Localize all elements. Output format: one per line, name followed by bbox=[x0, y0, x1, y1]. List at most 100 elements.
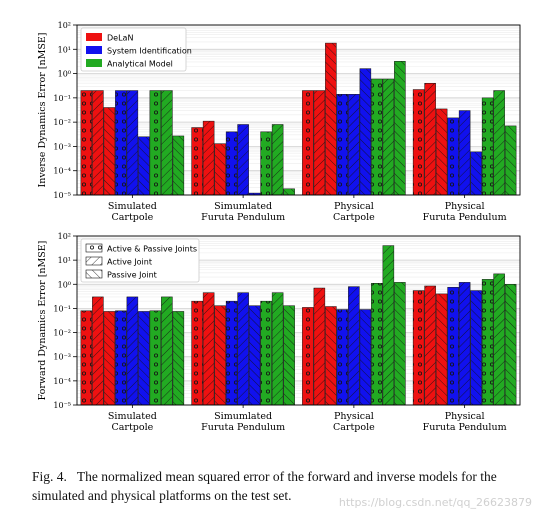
legend-label: Passive Joint bbox=[107, 271, 157, 280]
bar-hatch bbox=[214, 305, 226, 406]
bar-hatch bbox=[359, 68, 372, 196]
bar-hatch bbox=[493, 273, 505, 406]
bar-hatch bbox=[237, 124, 249, 196]
category-label: Cartpole bbox=[111, 212, 153, 223]
watermark-text: https://blog.csdn.net/qq_26623879 bbox=[338, 496, 532, 509]
bar-hatch bbox=[371, 283, 383, 406]
bar-hatch bbox=[394, 61, 406, 196]
bar-hatch bbox=[260, 300, 272, 406]
y-tick-label: 10¹ bbox=[58, 45, 71, 54]
category-label: Furuta Pendulum bbox=[201, 212, 285, 223]
bar-hatch bbox=[103, 107, 116, 196]
bar-hatch bbox=[283, 188, 295, 196]
y-tick-label: 10¹ bbox=[58, 256, 71, 265]
bar-hatch bbox=[447, 287, 459, 406]
y-tick-label: 10⁻³ bbox=[53, 353, 71, 362]
legend-label: Active Joint bbox=[107, 258, 152, 267]
bar-hatch bbox=[161, 296, 173, 406]
bar-hatch bbox=[126, 296, 139, 406]
bar-hatch bbox=[260, 131, 272, 196]
bar-hatch bbox=[302, 90, 314, 196]
bar-hatch bbox=[412, 89, 425, 196]
category-label: Cartpole bbox=[333, 422, 375, 433]
bar-hatch bbox=[435, 293, 448, 406]
caption-text: The normalized mean squared error of the… bbox=[32, 469, 497, 503]
bar-hatch bbox=[138, 136, 150, 196]
y-tick-label: 10⁻⁵ bbox=[53, 401, 71, 410]
y-tick-label: 10⁻² bbox=[53, 329, 71, 338]
bar-hatch bbox=[458, 282, 471, 406]
legend-swatch bbox=[86, 59, 102, 67]
y-tick-label: 10⁻¹ bbox=[53, 94, 71, 103]
y-tick-label: 10⁰ bbox=[58, 280, 71, 289]
legend-hatch bbox=[85, 256, 103, 266]
bar-hatch bbox=[161, 90, 173, 196]
category-label: Physical bbox=[445, 201, 485, 212]
bar-hatch bbox=[271, 292, 284, 406]
bar-hatch bbox=[504, 125, 517, 196]
bar-hatch bbox=[371, 78, 383, 196]
bar-hatch bbox=[412, 290, 425, 406]
bar-hatch bbox=[283, 305, 295, 406]
bar-hatch bbox=[172, 311, 185, 406]
bar-hatch bbox=[313, 287, 326, 406]
bar-hatch bbox=[202, 292, 215, 406]
y-axis-label: Forward Dynamics Error [nMSE] bbox=[37, 241, 48, 401]
bar-hatch bbox=[447, 117, 459, 196]
bar-hatch bbox=[115, 310, 127, 406]
category-label: Furuta Pendulum bbox=[423, 212, 507, 223]
figure: 10⁻⁵10⁻⁴10⁻³10⁻²10⁻¹10⁰10¹10²SimulatedCa… bbox=[37, 21, 521, 433]
legend-label: System Identification bbox=[107, 47, 192, 56]
bar-hatch bbox=[271, 124, 284, 196]
legend-swatch bbox=[86, 46, 102, 54]
legend-box bbox=[80, 27, 187, 72]
bar-hatch bbox=[225, 131, 238, 196]
bar-hatch bbox=[80, 310, 93, 406]
bar-hatch bbox=[214, 143, 226, 196]
bar-hatch bbox=[103, 311, 116, 406]
bar-hatch bbox=[435, 108, 448, 196]
bar-hatch bbox=[149, 90, 162, 196]
y-tick-label: 10⁻¹ bbox=[53, 304, 71, 313]
bar-hatch bbox=[470, 151, 482, 196]
bar-hatch bbox=[115, 90, 127, 196]
plot-frame bbox=[76, 235, 521, 406]
bar-hatch bbox=[481, 279, 494, 406]
bar-hatch bbox=[336, 309, 349, 406]
bar-hatch bbox=[481, 97, 494, 196]
legend-label: DeLaN bbox=[107, 34, 133, 43]
y-tick-label: 10⁰ bbox=[58, 70, 71, 79]
category-label: Simumlated bbox=[214, 411, 272, 422]
legend-hatch bbox=[85, 243, 103, 253]
bar-hatch bbox=[458, 110, 471, 196]
bar-hatch bbox=[348, 286, 360, 406]
bar-hatch bbox=[325, 42, 337, 196]
bar-hatch bbox=[191, 127, 203, 196]
legend-swatch bbox=[86, 33, 102, 41]
bar-hatch bbox=[382, 245, 395, 406]
category-label: Physical bbox=[334, 201, 374, 212]
y-tick-label: 10² bbox=[58, 232, 71, 241]
y-tick-label: 10⁻⁴ bbox=[53, 167, 71, 176]
bar-hatch bbox=[394, 282, 406, 406]
bar-hatch bbox=[248, 305, 261, 406]
y-tick-label: 10⁻⁴ bbox=[53, 377, 71, 386]
bar-hatch bbox=[348, 94, 360, 196]
bar-hatch bbox=[359, 309, 372, 406]
bar-hatch bbox=[382, 78, 395, 196]
y-tick-label: 10² bbox=[58, 21, 71, 30]
bar-hatch bbox=[191, 300, 203, 406]
legend-box bbox=[80, 238, 200, 283]
category-label: Furuta Pendulum bbox=[423, 422, 507, 433]
bar-hatch bbox=[149, 310, 162, 406]
figure-caption: Fig. 4. The normalized mean squared error… bbox=[32, 467, 532, 505]
bar-hatch bbox=[325, 306, 337, 406]
bar-hatch bbox=[424, 285, 436, 406]
bar-hatch bbox=[336, 94, 349, 196]
y-tick-label: 10⁻³ bbox=[53, 142, 71, 151]
bar-hatch bbox=[80, 90, 93, 196]
category-label: Physical bbox=[445, 411, 485, 422]
category-label: Cartpole bbox=[111, 422, 153, 433]
bar-hatch bbox=[225, 300, 238, 406]
legend-label: Analytical Model bbox=[107, 60, 173, 69]
